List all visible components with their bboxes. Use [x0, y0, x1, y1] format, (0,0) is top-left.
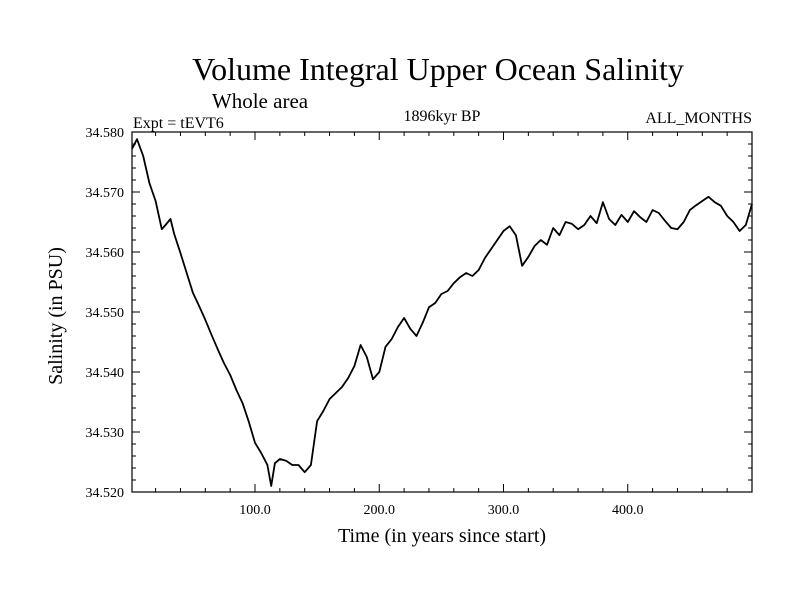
y-tick-label: 34.540 — [86, 366, 125, 381]
chart-title: Volume Integral Upper Ocean Salinity — [192, 51, 684, 87]
y-tick-label: 34.520 — [86, 486, 125, 501]
x-axis-label: Time (in years since start) — [338, 525, 546, 547]
date-label: 1896kyr BP — [404, 108, 481, 125]
experiment-label: Expt = tEVT6 — [133, 115, 224, 132]
y-axis-label: Salinity (in PSU) — [45, 247, 67, 385]
plot-frame — [131, 131, 753, 493]
y-tick-label: 34.530 — [86, 426, 125, 441]
x-tick-label: 200.0 — [364, 503, 396, 518]
x-tick-label: 400.0 — [612, 503, 644, 518]
chart-subtitle: Whole area — [212, 89, 309, 113]
months-label: ALL_MONTHS — [645, 110, 752, 127]
y-tick-label: 34.580 — [86, 126, 125, 141]
y-tick-label: 34.570 — [86, 186, 125, 201]
y-tick-label: 34.560 — [86, 246, 125, 261]
salinity-line — [131, 138, 753, 487]
y-tick-label: 34.550 — [86, 306, 125, 321]
x-tick-label: 100.0 — [239, 503, 271, 518]
x-tick-label: 300.0 — [488, 503, 520, 518]
plot-area: 34.520 34.530 34.540 34.550 34.560 34.570 34.5… — [86, 126, 753, 518]
